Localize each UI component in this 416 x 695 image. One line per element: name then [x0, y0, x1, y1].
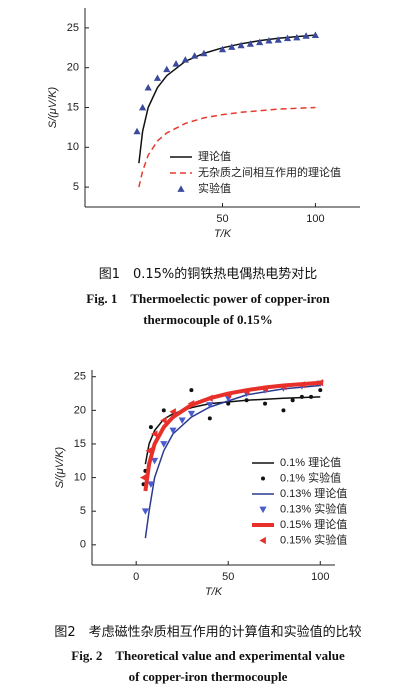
x-tick-label: 50 [216, 213, 228, 225]
caption-en: Fig. 2 Theoretical value and experimenta… [71, 648, 345, 663]
data-point [144, 84, 152, 91]
data-point [189, 388, 194, 393]
data-point [298, 381, 305, 389]
y-tick-label: 5 [73, 181, 79, 193]
legend-label: 实验值 [198, 181, 231, 195]
legend-label: 0.1% 理论值 [280, 455, 341, 469]
y-axis-label: S/(μV/K) [54, 446, 66, 488]
data-point [265, 37, 273, 44]
data-point [150, 430, 158, 438]
legend-marker [259, 536, 266, 545]
data-point [181, 56, 189, 63]
data-point [141, 508, 149, 515]
data-point [172, 60, 180, 67]
y-tick-label: 10 [74, 471, 86, 483]
data-point [139, 473, 147, 482]
legend-label: 无杂质之间相互作用的理论值 [198, 165, 341, 179]
data-point [160, 441, 168, 448]
data-point [309, 394, 314, 399]
data-point [133, 127, 141, 135]
data-point [279, 383, 287, 391]
legend-label: 0.13% 理论值 [280, 486, 347, 500]
data-point [244, 398, 249, 403]
data-point [283, 34, 292, 42]
data-point [243, 387, 250, 396]
data-point [139, 103, 147, 111]
data-point [290, 398, 295, 403]
series-line [138, 34, 316, 164]
legend-label: 理论值 [198, 149, 231, 163]
legend-label: 0.1% 实验值 [280, 470, 341, 484]
caption-en: of copper-iron thermocouple [128, 669, 288, 684]
data-point [169, 408, 176, 416]
x-axis-label: T/K [205, 586, 223, 598]
series-line [143, 380, 321, 492]
data-point [318, 388, 323, 393]
data-point [148, 425, 153, 430]
data-point [153, 74, 162, 81]
x-tick-label: 100 [306, 213, 324, 225]
data-point [147, 481, 155, 488]
caption-cn: 图2 考虑磁性杂质相互作用的计算值和实验值的比较 [54, 625, 362, 640]
data-point [226, 401, 231, 406]
legend-marker [259, 506, 267, 514]
data-point [207, 416, 212, 421]
data-point [187, 410, 196, 418]
x-axis-label: T/K [214, 228, 232, 240]
legend-label: 0.15% 实验值 [280, 532, 347, 546]
data-point [160, 416, 167, 425]
data-point [281, 408, 286, 413]
data-point [145, 447, 152, 455]
y-tick-label: 5 [80, 505, 86, 517]
data-point [302, 32, 310, 39]
series-line [138, 106, 316, 188]
y-tick-label: 20 [74, 404, 86, 416]
data-point [200, 49, 208, 57]
y-tick-label: 20 [67, 62, 79, 74]
data-point [237, 41, 245, 49]
caption-cn: 图1 0.15%的铜铁热电偶热电势对比 [98, 267, 318, 282]
data-point [311, 31, 320, 38]
data-point [163, 65, 171, 73]
data-point [246, 40, 254, 47]
y-tick-label: 25 [74, 371, 86, 383]
legend-marker [177, 185, 185, 192]
data-point [169, 427, 177, 435]
data-point [299, 394, 304, 399]
data-point [228, 43, 236, 50]
data-point [263, 401, 268, 406]
y-tick-label: 15 [67, 101, 79, 113]
data-point [218, 45, 227, 53]
data-point [206, 402, 214, 409]
caption-en: thermocouple of 0.15% [143, 312, 273, 327]
data-point [187, 400, 195, 408]
data-point [274, 36, 282, 43]
legend-label: 0.13% 实验值 [280, 501, 347, 515]
x-tick-label: 50 [222, 571, 234, 583]
data-point [261, 385, 268, 393]
y-tick-label: 25 [67, 22, 79, 34]
caption-en: Fig. 1 Thermoelectic power of copper-iro… [86, 291, 330, 306]
data-point [191, 52, 199, 59]
x-tick-label: 100 [311, 571, 329, 583]
data-point [256, 38, 264, 46]
data-point [150, 457, 159, 465]
x-tick-label: 0 [133, 571, 139, 583]
data-point [178, 417, 186, 425]
legend-label: 0.15% 理论值 [280, 517, 347, 531]
legend-marker [261, 476, 265, 481]
y-tick-label: 0 [80, 539, 86, 551]
data-point [206, 394, 213, 402]
y-axis-label: S/(μV/K) [47, 86, 59, 128]
data-point [316, 379, 324, 387]
data-point [293, 33, 301, 41]
y-tick-label: 10 [67, 141, 79, 153]
y-tick-label: 15 [74, 438, 86, 450]
data-point [224, 391, 232, 399]
data-point [161, 408, 166, 413]
